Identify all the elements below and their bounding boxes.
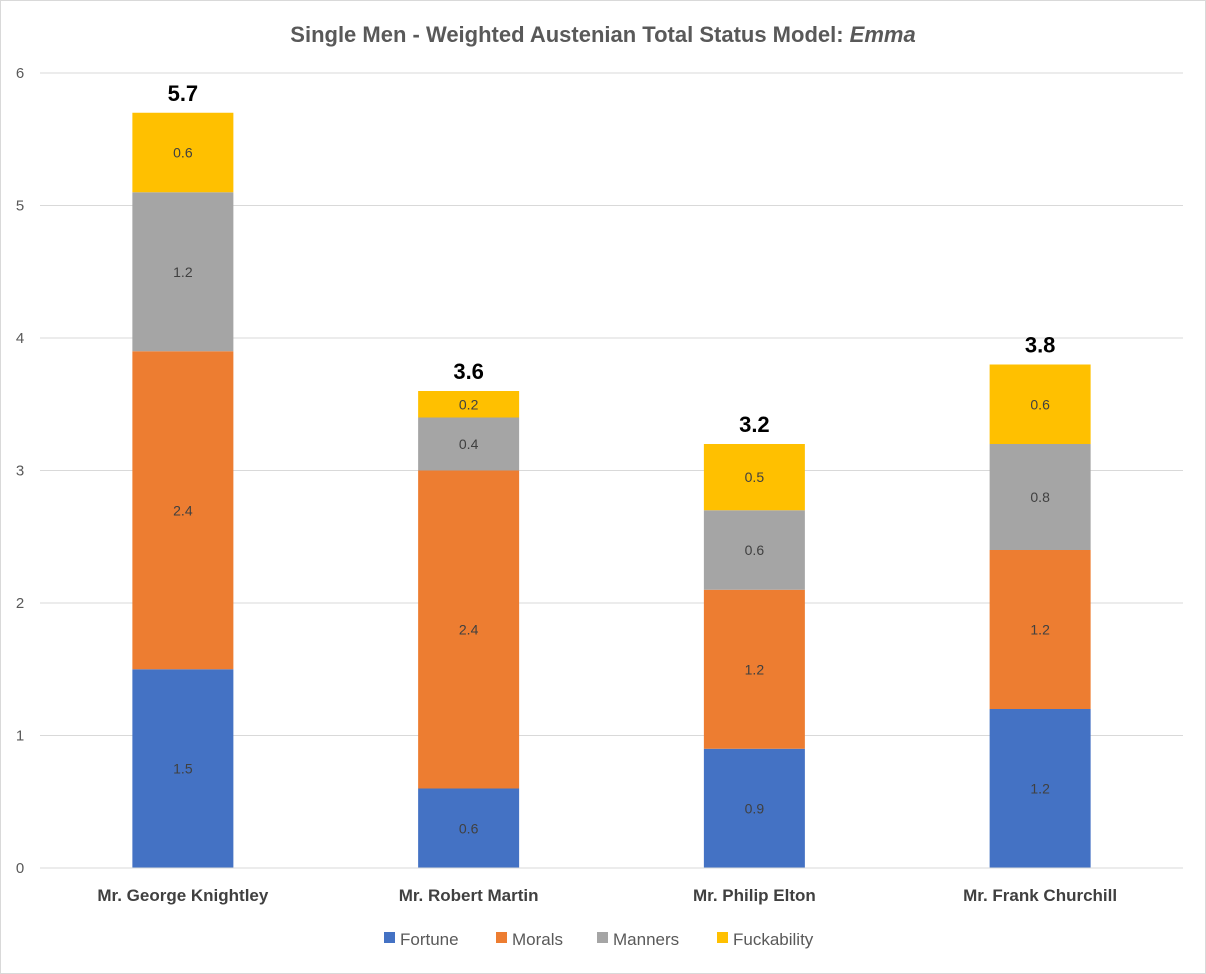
legend-item-manners: Manners [597,930,679,949]
legend-item-fuckability: Fuckability [717,930,814,949]
bar-stack: 0.6 2.4 0.4 0.2 3.6 [418,359,520,868]
bar-segment-manners [703,510,805,590]
bar-segment-morals [418,470,520,789]
legend-label: Morals [512,930,563,949]
bar-segment-manners [989,444,1091,550]
y-tick-label: 3 [16,463,24,480]
total-label: 5.7 [168,81,199,106]
data-label: 0.2 [459,396,479,412]
data-label: 0.6 [173,145,193,161]
y-tick-label: 4 [16,330,24,347]
y-axis: 0 1 2 3 4 5 6 [16,65,24,877]
legend-swatch [717,932,728,943]
bar-segment-morals [989,550,1091,709]
y-tick-label: 5 [16,198,24,215]
chart-title: Single Men - Weighted Austenian Total St… [290,22,915,47]
bar-stack: 1.5 2.4 1.2 0.6 5.7 [132,81,234,868]
data-label: 0.6 [459,820,479,836]
bar-segment-morals [132,351,234,670]
x-tick-label: Mr. Frank Churchill [963,886,1117,905]
legend-item-fortune: Fortune [384,930,459,949]
x-tick-label: Mr. Philip Elton [693,886,816,905]
legend-swatch [496,932,507,943]
data-label: 0.4 [459,436,479,452]
legend-label: Manners [613,930,679,949]
data-label: 2.4 [173,502,193,518]
bar-segment-fuckability [703,444,805,511]
bar-stack: 1.2 1.2 0.8 0.6 3.8 [989,333,1091,868]
data-label: 1.2 [173,264,193,280]
y-tick-label: 0 [16,860,24,877]
x-axis: Mr. George Knightley Mr. Robert Martin Mr.… [40,867,1183,905]
y-tick-label: 2 [16,595,24,612]
data-label: 0.5 [745,469,765,485]
data-label: 1.2 [1030,781,1050,797]
data-label: 1.2 [1030,622,1050,638]
bars: 1.52.41.20.65.70.62.40.40.23.60.91.20.60… [132,81,1091,868]
bar-segment-fuckability [132,112,234,193]
data-label: 0.8 [1030,489,1050,505]
bar-segment-fortune [418,788,520,868]
total-label: 3.8 [1025,333,1056,358]
legend: Fortune Morals Manners Fuckability [384,930,814,949]
bar-stack: 0.9 1.2 0.6 0.5 3.2 [703,412,805,868]
y-tick-label: 6 [16,65,24,82]
legend-label: Fortune [400,930,459,949]
data-label: 0.6 [745,542,765,558]
legend-swatch [597,932,608,943]
total-label: 3.6 [453,359,484,384]
data-label: 0.9 [745,800,765,816]
bar-segment-fortune [703,748,805,868]
legend-label: Fuckability [733,930,814,949]
data-label: 1.2 [745,661,765,677]
bar-segment-fuckability [418,391,520,418]
legend-swatch [384,932,395,943]
legend-item-morals: Morals [496,930,563,949]
data-label: 1.5 [173,761,193,777]
bar-segment-morals [703,589,805,749]
data-label: 0.6 [1030,396,1050,412]
bar-segment-fortune [989,709,1091,868]
x-tick-label: Mr. Robert Martin [399,886,539,905]
bar-segment-manners [132,192,234,352]
bar-segment-fortune [132,669,234,868]
y-tick-label: 1 [16,728,24,745]
bar-segment-manners [418,417,520,471]
total-label: 3.2 [739,412,770,437]
data-label: 2.4 [459,622,479,638]
bar-segment-fuckability [989,364,1091,444]
x-tick-label: Mr. George Knightley [97,886,269,905]
